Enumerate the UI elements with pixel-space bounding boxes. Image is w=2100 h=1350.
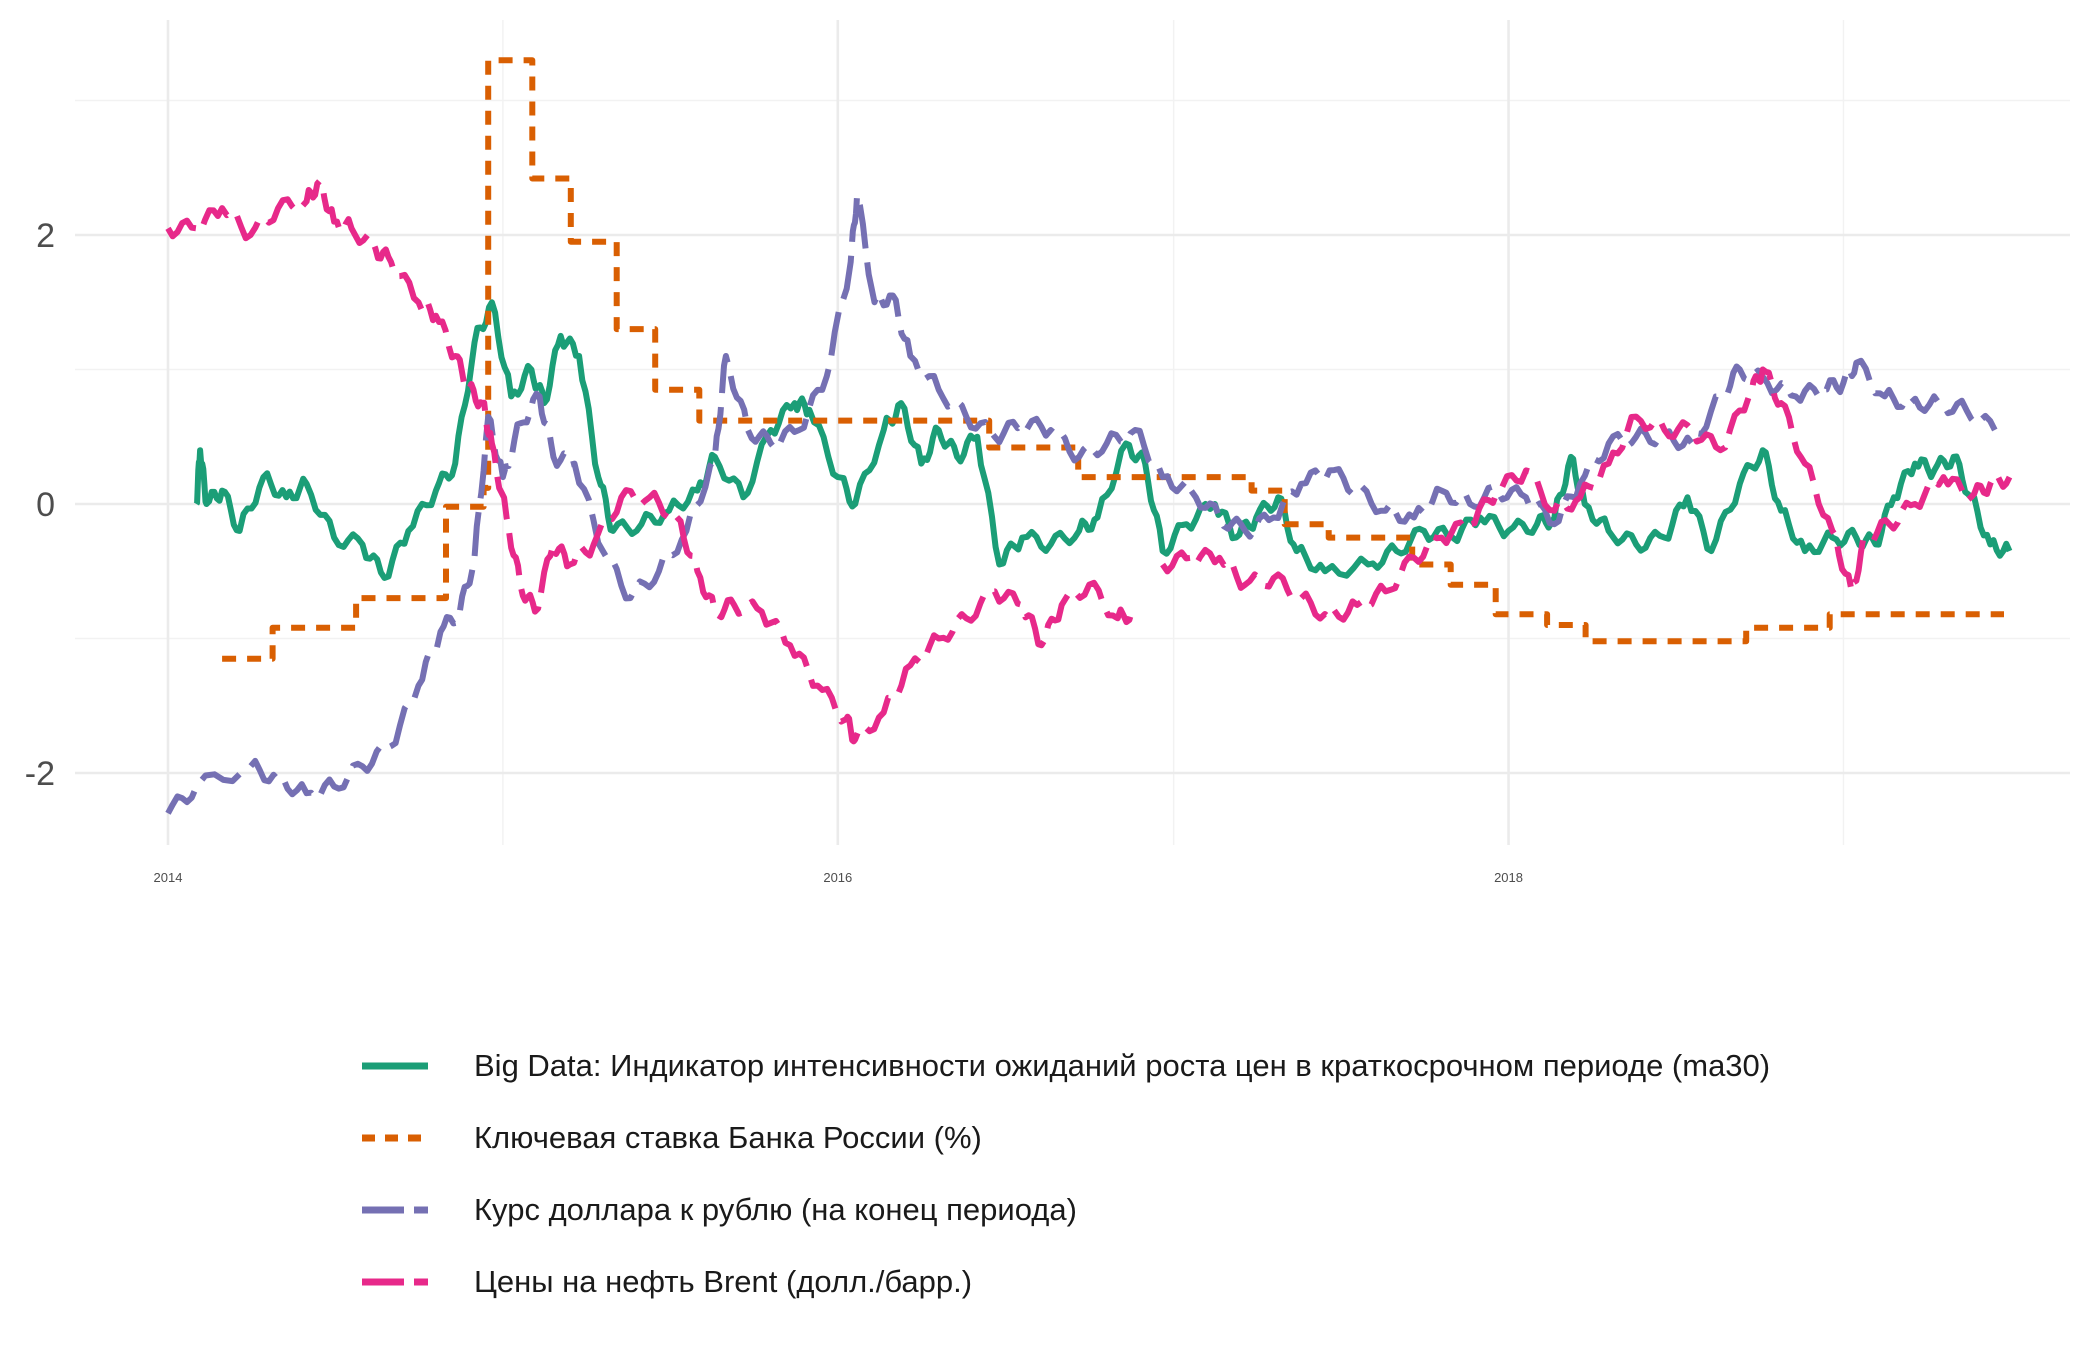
- x-tick-label: 2016: [823, 870, 852, 885]
- y-tick-label: -2: [25, 755, 55, 793]
- legend-swatch: [362, 1062, 428, 1070]
- legend-label: Ключевая ставка Банка России (%): [474, 1120, 982, 1155]
- series-line-3: [165, 191, 1998, 815]
- series-line-4: [1160, 366, 2013, 623]
- plot-area: -2 0 2 2014 2016 2018: [25, 20, 2070, 885]
- legend-item: Курс доллара к рублю (на конец периода): [360, 1174, 1770, 1246]
- legend-swatch: [362, 1134, 428, 1142]
- legend-key: [360, 1051, 430, 1081]
- axis-labels: -2 0 2 2014 2016 2018: [25, 217, 1523, 885]
- legend-key: [360, 1123, 430, 1153]
- legend-swatch: [362, 1206, 428, 1214]
- legend-swatch: [362, 1278, 428, 1286]
- series-lines: [165, 57, 2013, 815]
- series-line-1: [193, 299, 2013, 581]
- legend-label: Курс доллара к рублю (на конец периода): [474, 1192, 1077, 1227]
- legend-item: Ключевая ставка Банка России (%): [360, 1102, 1770, 1174]
- series-line-4: [165, 178, 1137, 745]
- legend-key: [360, 1195, 430, 1225]
- legend-item: Big Data: Индикатор интенсивности ожидан…: [360, 1030, 1770, 1102]
- legend-label: Big Data: Индикатор интенсивности ожидан…: [474, 1048, 1771, 1083]
- legend-item: Цены на нефть Brent (долл./барр.): [360, 1246, 1770, 1318]
- x-tick-label: 2018: [1494, 870, 1523, 885]
- legend: Big Data: Индикатор интенсивности ожидан…: [360, 1030, 1770, 1318]
- series-line-2: [222, 57, 2004, 662]
- legend-key: [360, 1267, 430, 1297]
- y-tick-label: 2: [36, 217, 55, 255]
- grid: [75, 20, 2070, 845]
- legend-label: Цены на нефть Brent (долл./барр.): [474, 1264, 973, 1299]
- x-tick-label: 2014: [154, 870, 183, 885]
- y-tick-label: 0: [36, 486, 55, 524]
